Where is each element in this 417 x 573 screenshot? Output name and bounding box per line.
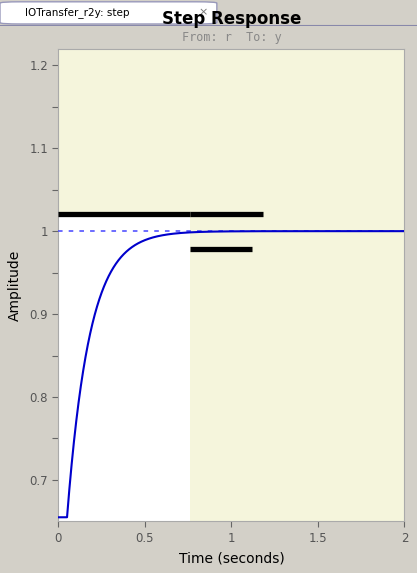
Bar [58,49,404,214]
Y-axis label: Amplitude: Amplitude [8,249,22,321]
Text: ×: × [198,7,207,17]
X-axis label: Time (seconds): Time (seconds) [178,552,284,566]
Title: Step Response: Step Response [162,10,301,28]
FancyBboxPatch shape [0,2,217,24]
Text: IOTransfer_r2y: step: IOTransfer_r2y: step [25,7,130,18]
Bar [190,49,404,521]
Text: From: r  To: y: From: r To: y [181,31,281,44]
